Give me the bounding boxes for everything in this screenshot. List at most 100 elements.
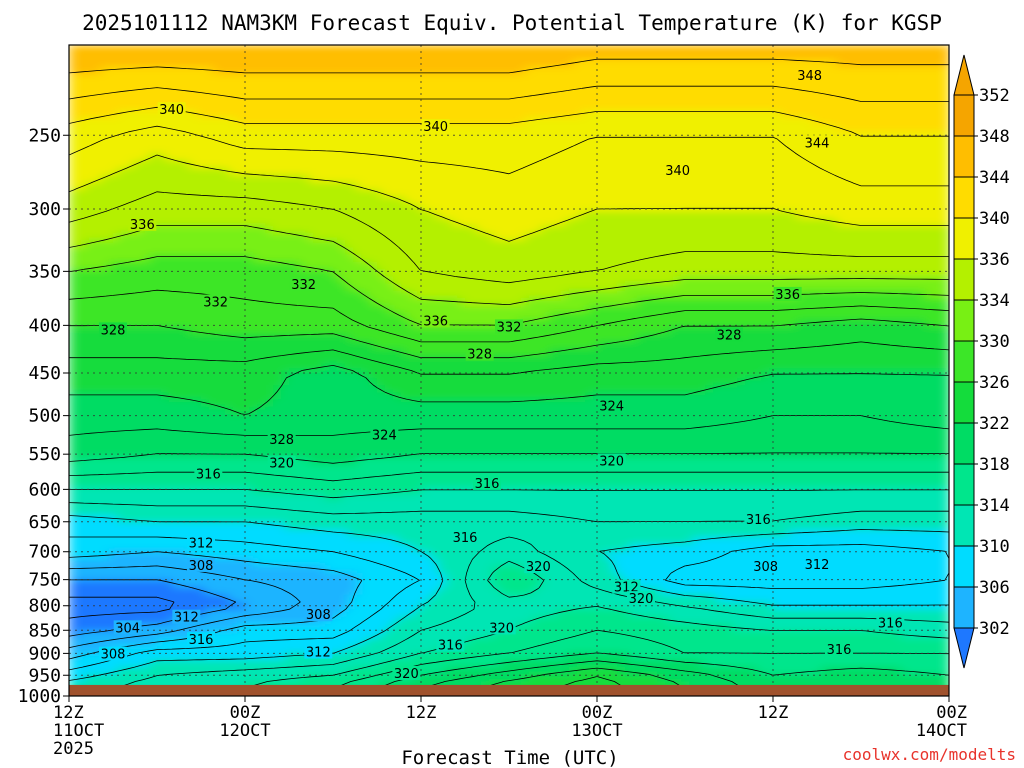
heat-cell [645,160,654,169]
heat-cell [269,204,278,213]
heat-cell [213,225,222,234]
heat-cell [421,298,430,307]
heat-cell [773,110,782,119]
heat-cell [677,283,686,292]
heat-cell [621,175,630,184]
heat-cell [197,363,206,372]
heat-cell [661,189,670,198]
heat-cell [181,312,190,321]
heat-cell [837,204,846,213]
heat-cell [293,218,302,227]
heat-cell [461,283,470,292]
heat-cell [541,356,550,365]
heat-cell [309,110,318,119]
heat-cell [181,81,190,90]
heat-cell [685,254,694,263]
heat-cell [309,131,318,140]
heat-cell [165,305,174,314]
heat-cell [405,66,414,75]
heat-cell [405,139,414,148]
heat-cell [365,110,374,119]
heat-cell [629,124,638,133]
heat-cell [317,73,326,83]
heat-cell [77,131,86,140]
heat-cell [845,218,854,227]
heat-cell [197,168,206,177]
heat-cell [213,182,222,191]
heat-cell [149,81,158,90]
heat-cell [837,211,846,220]
heat-cell [685,327,694,336]
heat-cell [773,254,782,263]
heat-cell [493,168,502,177]
heat-cell [837,356,846,365]
heat-cell [749,52,758,61]
heat-cell [893,153,902,162]
heat-cell [773,196,782,206]
heat-cell [381,225,390,234]
heat-cell [165,240,174,249]
heat-cell [221,254,230,263]
heat-cell [325,348,334,357]
heat-cell [653,247,662,256]
heat-cell [493,52,502,61]
heat-cell [885,117,894,126]
heat-cell [261,334,270,343]
heat-cell [405,124,414,133]
heat-cell [653,276,662,285]
heat-cell [877,290,886,300]
heat-cell [445,189,454,198]
heat-cell [789,298,798,307]
heat-cell [549,131,558,140]
heat-cell [173,276,182,285]
heat-cell [77,168,86,177]
heat-cell [485,341,494,350]
heat-cell [813,247,822,256]
heat-cell [869,52,878,61]
heat-cell [645,334,654,343]
heat-cell [645,348,654,357]
heat-cell [325,240,334,249]
heat-cell [629,204,638,213]
heat-cell [77,283,86,292]
heat-cell [253,45,262,54]
heat-cell [613,312,622,321]
heat-cell [789,276,798,285]
heat-cell [805,262,814,271]
heat-cell [653,312,662,321]
heat-cell [853,110,862,119]
heat-cell [805,168,814,177]
heat-cell [253,319,262,329]
heat-cell [901,160,910,169]
heat-cell [141,66,150,75]
heat-cell [677,218,686,227]
heat-cell [205,59,214,68]
heat-cell [669,334,678,343]
heat-cell [501,211,510,220]
heat-cell [869,290,878,300]
heat-cell [429,131,438,140]
heat-cell [773,334,782,343]
heat-cell [805,319,814,329]
heat-cell [589,319,598,329]
heat-cell [893,146,902,155]
heat-cell [125,52,134,61]
heat-cell [669,341,678,350]
heat-cell [765,45,774,54]
heat-cell [429,276,438,285]
heat-cell [141,153,150,162]
heat-cell [669,247,678,256]
heat-cell [509,348,518,357]
heat-cell [381,182,390,191]
heat-cell [205,204,214,213]
heat-cell [485,124,494,133]
heat-cell [373,269,382,278]
heat-cell [469,45,478,54]
heat-cell [789,95,798,104]
heat-cell [693,356,702,365]
heat-cell [309,88,318,97]
heat-cell [653,290,662,300]
heat-cell [269,262,278,271]
heat-cell [341,276,350,285]
heat-cell [125,240,134,249]
